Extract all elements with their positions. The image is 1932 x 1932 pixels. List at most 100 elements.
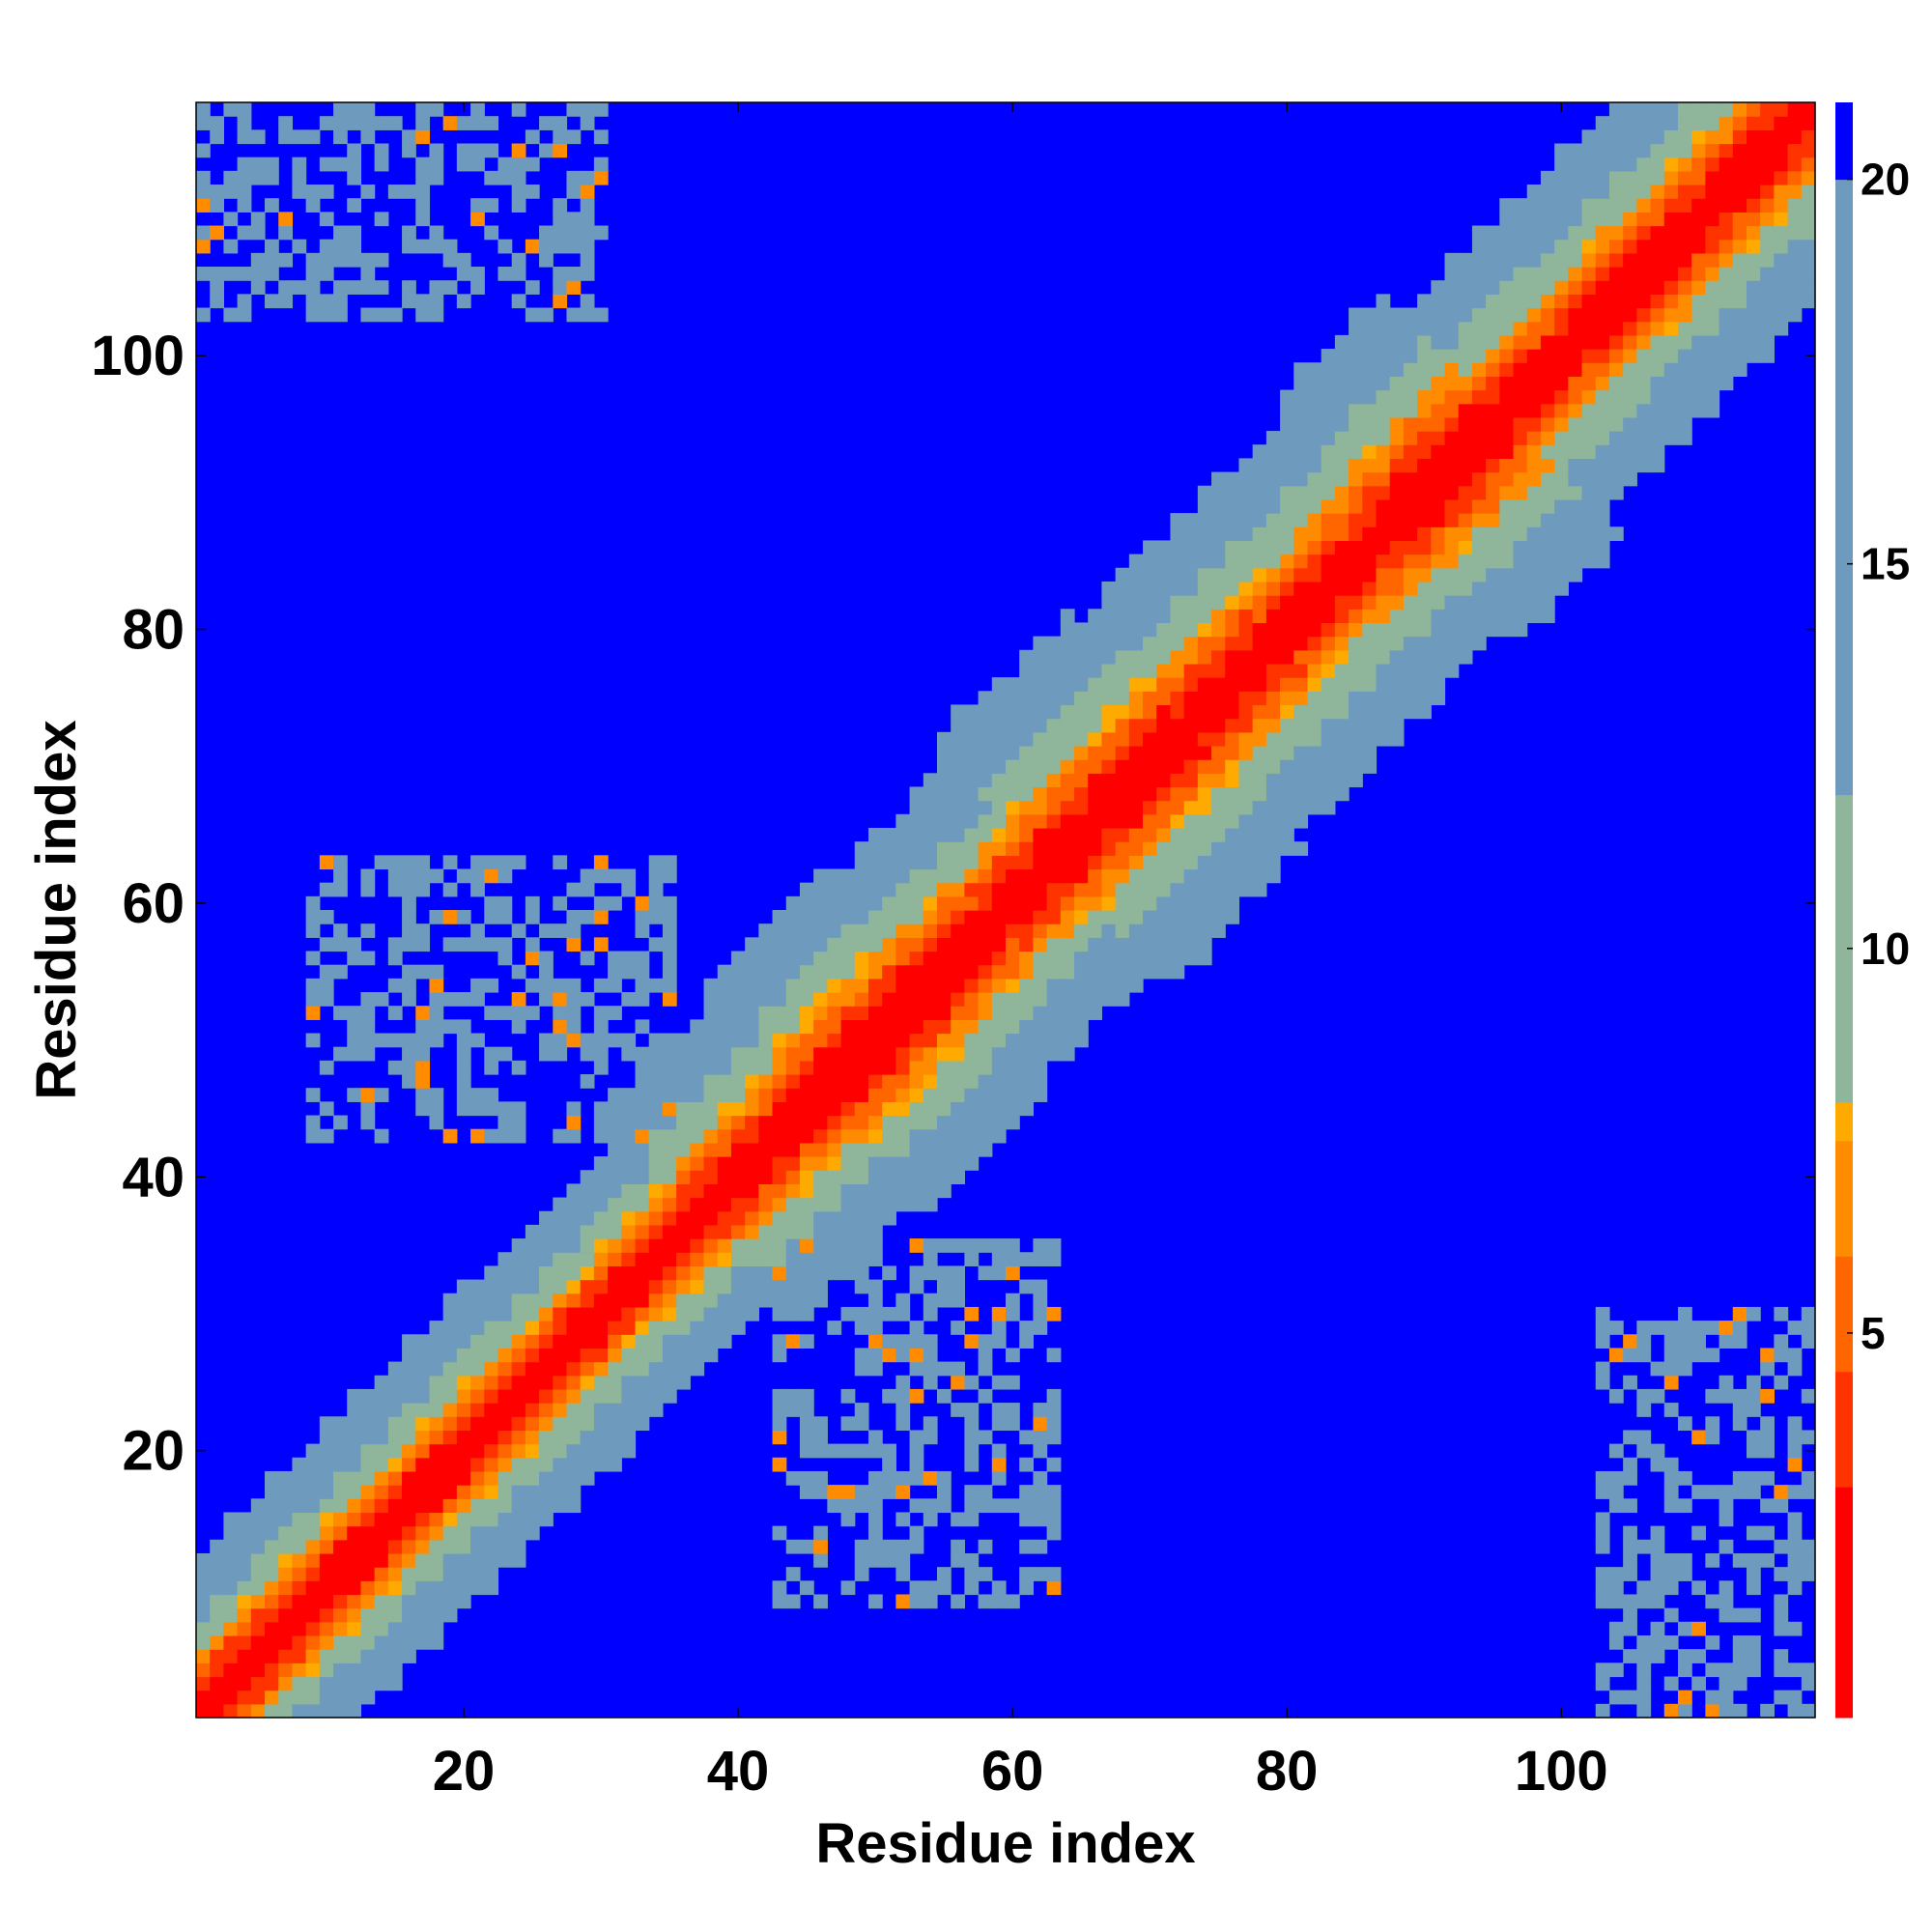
heatmap-cell	[387, 882, 403, 897]
heatmap-cell	[1307, 526, 1322, 542]
heatmap-cell	[1513, 389, 1528, 405]
heatmap-cell	[1444, 307, 1460, 323]
heatmap-cell	[1608, 485, 1624, 500]
heatmap-cell	[1636, 1388, 1652, 1404]
heatmap-cell	[840, 1498, 856, 1514]
heatmap-cell	[442, 239, 458, 254]
heatmap-cell	[1334, 718, 1350, 733]
heatmap-cell	[1787, 156, 1803, 172]
heatmap-cell	[964, 827, 980, 842]
heatmap-cell	[1403, 526, 1418, 542]
heatmap-cell	[1033, 1403, 1048, 1417]
heatmap-cell	[1705, 376, 1720, 391]
heatmap-cell	[1774, 1607, 1789, 1623]
heatmap-cell	[1156, 813, 1172, 829]
heatmap-cell	[1362, 731, 1378, 747]
heatmap-cell	[1060, 910, 1075, 924]
heatmap-cell	[1349, 581, 1363, 596]
heatmap-cell	[1417, 567, 1432, 582]
heatmap-cell	[415, 1525, 431, 1541]
heatmap-cell	[1128, 910, 1144, 924]
heatmap-cell	[951, 1128, 965, 1144]
heatmap-cell	[1280, 431, 1294, 445]
heatmap-cell	[717, 1156, 732, 1171]
heatmap-cell	[662, 1115, 677, 1130]
heatmap-cell	[936, 1115, 952, 1130]
heatmap-cell	[909, 992, 924, 1007]
heatmap-cell	[347, 1430, 362, 1445]
heatmap-cell	[1321, 349, 1336, 363]
heatmap-cell	[580, 1361, 595, 1377]
heatmap-cell	[1608, 1621, 1624, 1636]
heatmap-cell	[1362, 376, 1378, 391]
heatmap-cell	[1471, 567, 1487, 582]
heatmap-cell	[470, 1430, 485, 1445]
heatmap-cell	[867, 1197, 883, 1212]
heatmap-cell	[415, 1033, 431, 1048]
heatmap-cell	[237, 1621, 252, 1636]
heatmap-cell	[676, 1142, 691, 1157]
heatmap-cell	[1663, 198, 1679, 213]
heatmap-cell	[1280, 458, 1294, 473]
heatmap-cell	[1486, 307, 1500, 323]
heatmap-cell	[730, 1306, 746, 1321]
heatmap-cell	[909, 1006, 924, 1020]
heatmap-cell	[1636, 102, 1652, 117]
heatmap-cell	[360, 1580, 376, 1596]
heatmap-cell	[964, 786, 980, 802]
heatmap-cell	[1746, 225, 1761, 241]
heatmap-cell	[1650, 1525, 1665, 1541]
heatmap-cell	[525, 1470, 540, 1486]
heatmap-cell	[1774, 294, 1789, 309]
heatmap-cell	[237, 170, 252, 185]
heatmap-cell	[895, 895, 911, 911]
heatmap-cell	[319, 964, 334, 980]
heatmap-cell	[1101, 910, 1117, 924]
heatmap-cell	[1801, 1703, 1816, 1719]
heatmap-cell	[1362, 444, 1378, 460]
heatmap-cell	[1046, 663, 1062, 678]
heatmap-cell	[223, 1552, 239, 1568]
heatmap-cell	[1046, 1019, 1062, 1035]
heatmap-cell	[648, 1252, 664, 1267]
heatmap-cell	[429, 1567, 444, 1581]
heatmap-cell	[1019, 855, 1034, 870]
heatmap-cell	[456, 156, 471, 172]
heatmap-cell	[1101, 581, 1117, 596]
heatmap-cell	[1033, 663, 1048, 678]
heatmap-cell	[1019, 882, 1034, 897]
heatmap-cell	[539, 992, 554, 1007]
heatmap-cell	[1115, 649, 1130, 665]
heatmap-cell	[525, 1498, 540, 1514]
heatmap-cell	[854, 1197, 869, 1212]
heatmap-cell	[470, 1416, 485, 1432]
heatmap-cell	[676, 1375, 691, 1390]
heatmap-cell	[456, 1567, 471, 1581]
heatmap-cell	[1595, 540, 1610, 555]
heatmap-cell	[608, 1088, 622, 1102]
heatmap-cell	[1349, 567, 1363, 582]
heatmap-cell	[484, 910, 499, 924]
heatmap-cell	[374, 1375, 389, 1390]
heatmap-cell	[1774, 280, 1789, 295]
heatmap-cell	[374, 1416, 389, 1432]
heatmap-cell	[387, 1594, 403, 1609]
heatmap-cell	[580, 307, 595, 323]
heatmap-cell	[456, 294, 471, 309]
heatmap-cell	[867, 895, 883, 911]
heatmap-cell	[1321, 471, 1336, 487]
heatmap-cell	[1746, 1430, 1761, 1445]
heatmap-cell	[292, 1457, 307, 1472]
heatmap-cell	[991, 691, 1007, 706]
heatmap-cell	[1265, 444, 1281, 460]
heatmap-cell	[1197, 485, 1212, 500]
heatmap-cell	[1033, 1279, 1048, 1294]
heatmap-cell	[854, 1348, 869, 1363]
heatmap-cell	[1513, 526, 1528, 542]
heatmap-cell	[497, 267, 513, 281]
heatmap-cell	[827, 1210, 842, 1226]
heatmap-cell	[265, 1634, 279, 1650]
heatmap-cell	[662, 1334, 677, 1350]
heatmap-cell	[854, 1142, 869, 1157]
heatmap-cell	[1211, 691, 1226, 706]
